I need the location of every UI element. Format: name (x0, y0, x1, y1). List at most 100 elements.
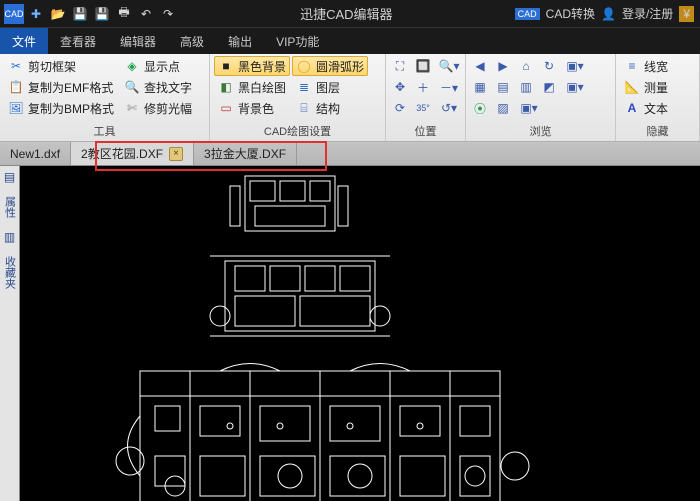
angle-icon[interactable]: 35° (413, 98, 433, 118)
print-icon[interactable]: 🖶 (114, 4, 134, 24)
group-label: CAD绘图设置 (214, 122, 381, 141)
tab-viewer[interactable]: 查看器 (48, 28, 108, 54)
user-icon: 👤 (601, 7, 616, 21)
saveall-icon[interactable]: 💾 (92, 4, 112, 24)
tab-label: 高级 (180, 33, 204, 50)
line-width-button[interactable]: ≡线宽 (620, 56, 690, 76)
measure-icon: 📐 (624, 79, 640, 95)
copy-emf-button[interactable]: 📋复制为EMF格式 (4, 77, 118, 97)
doctab-label: New1.dxf (10, 147, 60, 161)
nav-refresh-icon[interactable]: ↻ (539, 56, 559, 76)
btn-label: 结构 (316, 100, 340, 117)
btn-label: 背景色 (238, 100, 274, 117)
nav-back-icon[interactable]: ◀ (470, 56, 490, 76)
close-tab-button[interactable]: × (169, 147, 183, 161)
find-text-button[interactable]: 🔍查找文字 (120, 77, 196, 97)
pan-icon[interactable]: ✥ (390, 77, 410, 97)
tab-vip[interactable]: VIP功能 (264, 28, 331, 54)
text-button[interactable]: A文本 (620, 98, 690, 118)
cad-convert-button[interactable]: CAD转换 (546, 5, 595, 22)
doctab-new1[interactable]: New1.dxf (0, 142, 71, 165)
bgcolor-icon: ▭ (218, 100, 234, 116)
doctab-garden[interactable]: 2教区花园.DXF × (71, 142, 194, 165)
tab-output[interactable]: 输出 (216, 28, 264, 54)
nav-home-icon[interactable]: ⌂ (516, 56, 536, 76)
group-browse: ◀ ▶ ⌂ ↻ ▣▾ ▦ ▤ ▥ ◩ ▣▾ ⦿ ▨ ▣▾ 浏览 (466, 54, 616, 141)
btn-label: 查找文字 (144, 79, 192, 96)
trim-clip-button[interactable]: ✄修剪光幅 (120, 98, 196, 118)
view-dd2-icon[interactable]: ▣▾ (562, 77, 588, 97)
tab-editor[interactable]: 编辑器 (108, 28, 168, 54)
dock-properties[interactable]: 属性 (2, 192, 18, 222)
zoom-window-icon[interactable]: 🔲 (413, 56, 433, 76)
text-icon: A (624, 100, 640, 116)
nav-fwd-icon[interactable]: ▶ (493, 56, 513, 76)
btn-label: 测量 (644, 79, 668, 96)
btn-label: 复制为EMF格式 (28, 79, 113, 96)
doctab-label: 3拉金大厦.DXF (204, 145, 286, 162)
structure-button[interactable]: ⌸结构 (292, 98, 368, 118)
tab-label: 编辑器 (120, 33, 156, 50)
view-front-icon[interactable]: ▤ (493, 77, 513, 97)
group-label: 隐藏 (620, 122, 695, 141)
btn-label: 图层 (316, 79, 340, 96)
drawing-canvas[interactable] (20, 166, 700, 501)
cad-drawing (20, 166, 700, 501)
search-icon: 🔍 (124, 79, 140, 95)
zoom-in-icon[interactable]: ＋ (413, 77, 433, 97)
doctab-tower[interactable]: 3拉金大厦.DXF (194, 142, 297, 165)
tab-advanced[interactable]: 高级 (168, 28, 216, 54)
zoom-extent-icon[interactable]: ⛶ (390, 56, 410, 76)
open-icon[interactable]: 📂 (48, 4, 68, 24)
group-tools: ✂剪切框架 📋复制为EMF格式 🖼复制为BMP格式 ◈显示点 🔍查找文字 ✄修剪… (0, 54, 210, 141)
view-iso-icon[interactable]: ◩ (539, 77, 559, 97)
measure-button[interactable]: 📐测量 (620, 77, 690, 97)
layers-button[interactable]: ≣图层 (292, 77, 368, 97)
dock-icon[interactable]: ▤ (4, 170, 15, 184)
copy-icon: 📋 (8, 79, 24, 95)
black-bg-button[interactable]: ■黑色背景 (214, 56, 290, 76)
zoom-dropdown-icon[interactable]: 🔍▾ (436, 56, 462, 76)
image-icon: 🖼 (8, 100, 24, 116)
bg-color-button[interactable]: ▭背景色 (214, 98, 290, 118)
rotate-icon[interactable]: ⟳ (390, 98, 410, 118)
group-label: 浏览 (470, 122, 611, 141)
quick-access-toolbar: CAD ✚ 📂 💾 💾 🖶 ↶ ↷ (0, 4, 178, 24)
nav-dd1-icon[interactable]: ▣▾ (562, 56, 588, 76)
group-hide: ≡线宽 📐测量 A文本 隐藏 (616, 54, 700, 141)
save-icon[interactable]: 💾 (70, 4, 90, 24)
dock-icon2[interactable]: ▥ (4, 230, 15, 244)
tab-file[interactable]: 文件 (0, 28, 48, 54)
group-label: 工具 (4, 122, 205, 141)
undo-icon[interactable]: ↶ (136, 4, 156, 24)
points-icon: ◈ (124, 58, 140, 74)
currency-icon[interactable]: ¥ (679, 6, 694, 22)
view-side-icon[interactable]: ▥ (516, 77, 536, 97)
smooth-arc-button[interactable]: ◯圆滑弧形 (292, 56, 368, 76)
blackbg-icon: ■ (218, 58, 234, 74)
side-dock: ▤ 属性 ▥ 收藏夹 (0, 166, 20, 501)
redo-icon[interactable]: ↷ (158, 4, 178, 24)
btn-label: 复制为BMP格式 (28, 100, 114, 117)
cad-logo-icon: CAD (515, 8, 540, 20)
layers-icon: ≣ (296, 79, 312, 95)
linewidth-icon: ≡ (624, 58, 640, 74)
btn-label: 线宽 (644, 58, 668, 75)
zoom-out-icon[interactable]: －▾ (436, 77, 462, 97)
view-top-icon[interactable]: ▦ (470, 77, 490, 97)
copy-bmp-button[interactable]: 🖼复制为BMP格式 (4, 98, 118, 118)
login-button[interactable]: 登录/注册 (622, 5, 673, 22)
orbit-dd-icon[interactable]: ▣▾ (516, 98, 542, 118)
trim-icon: ✄ (124, 100, 140, 116)
group-cad-settings: ■黑色背景 ◧黑白绘图 ▭背景色 ◯圆滑弧形 ≣图层 ⌸结构 CAD绘图设置 (210, 54, 386, 141)
new-icon[interactable]: ✚ (26, 4, 46, 24)
bw-draw-button[interactable]: ◧黑白绘图 (214, 77, 290, 97)
crop-frame-button[interactable]: ✂剪切框架 (4, 56, 118, 76)
window-title: 迅捷CAD编辑器 (178, 4, 515, 23)
orbit-icon[interactable]: ⦿ (470, 98, 490, 118)
group-position: ⛶ 🔲 🔍▾ ✥ ＋ －▾ ⟳ 35° ↺▾ 位置 (386, 54, 466, 141)
dock-favorites[interactable]: 收藏夹 (2, 252, 18, 293)
show-points-button[interactable]: ◈显示点 (120, 56, 196, 76)
cube-icon[interactable]: ▨ (493, 98, 513, 118)
rotate-dropdown-icon[interactable]: ↺▾ (436, 98, 462, 118)
